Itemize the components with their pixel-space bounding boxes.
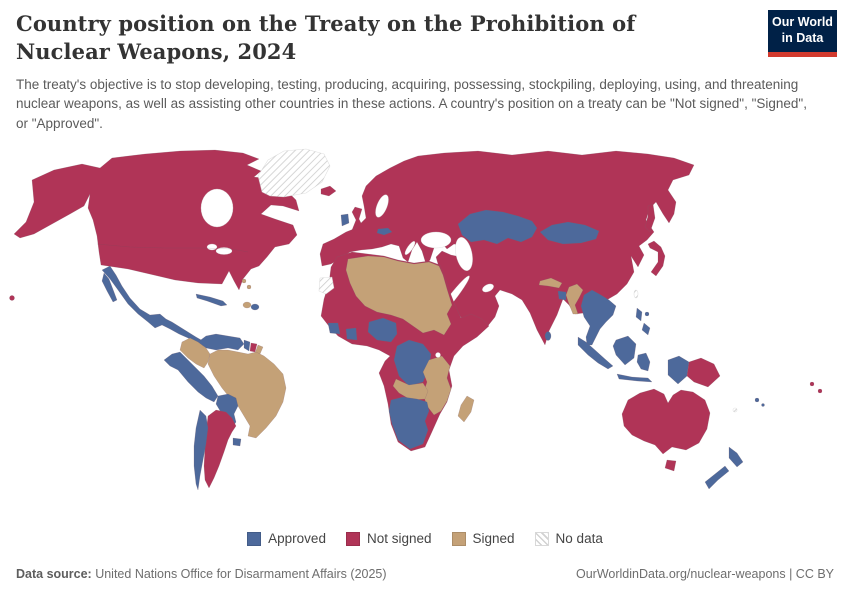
region-bahamas[interactable] xyxy=(241,278,247,284)
region-borneo[interactable] xyxy=(612,335,637,366)
sea-black-sea xyxy=(420,231,452,249)
map-legend: Approved Not signed Signed No data xyxy=(0,531,850,546)
region-philippines[interactable] xyxy=(635,307,643,322)
region-tasmania[interactable] xyxy=(664,459,677,472)
world-map xyxy=(0,148,850,530)
region-iceland[interactable] xyxy=(320,185,337,197)
region-dominican-republic[interactable] xyxy=(250,303,260,311)
region-bahamas-2[interactable] xyxy=(246,284,252,290)
sea-hudson-bay xyxy=(200,188,234,228)
region-sri-lanka[interactable] xyxy=(544,331,552,341)
region-tanzania-zambia-mozambique[interactable] xyxy=(422,355,452,416)
chart-subtitle: The treaty's objective is to stop develo… xyxy=(16,76,807,131)
legend-swatch xyxy=(451,531,466,546)
region-baja-california[interactable] xyxy=(101,272,118,303)
region-guinea[interactable] xyxy=(327,322,341,335)
lake-great-lakes-2 xyxy=(206,243,218,251)
legend-item-not-signed[interactable]: Not signed xyxy=(345,531,432,546)
chart-footer: Data source: United Nations Office for D… xyxy=(16,567,834,581)
legend-swatch xyxy=(345,531,360,546)
sea-persian-gulf xyxy=(482,283,494,293)
data-source: Data source: United Nations Office for D… xyxy=(16,567,387,581)
lake-great-lakes xyxy=(215,247,233,255)
region-fiji[interactable] xyxy=(754,397,760,403)
sea-adriatic xyxy=(404,241,416,255)
region-nigeria[interactable] xyxy=(367,317,398,343)
region-colombia[interactable] xyxy=(179,337,211,369)
legend-label: Approved xyxy=(268,531,326,546)
region-new-zealand-north[interactable] xyxy=(728,446,744,468)
region-southern-africa[interactable] xyxy=(388,396,430,450)
region-solomon-islands[interactable] xyxy=(809,381,815,387)
canonical-link[interactable]: OurWorldinData.org/nuclear-weapons | CC … xyxy=(576,567,834,581)
region-western-sahara[interactable] xyxy=(318,276,335,295)
data-source-text: United Nations Office for Disarmament Af… xyxy=(91,567,387,581)
legend-label: Not signed xyxy=(366,531,432,546)
sea-caspian xyxy=(455,237,473,271)
region-new-caledonia[interactable] xyxy=(732,407,738,413)
region-greenland[interactable] xyxy=(257,148,331,198)
region-haiti[interactable] xyxy=(242,301,252,309)
legend-label: No data xyxy=(555,531,603,546)
region-north-america[interactable] xyxy=(13,149,300,291)
region-java[interactable] xyxy=(616,373,653,383)
region-myanmar[interactable] xyxy=(565,283,584,315)
page-title: Country position on the Treaty on the Pr… xyxy=(16,11,636,65)
region-australia[interactable] xyxy=(621,388,711,455)
region-indochina[interactable] xyxy=(580,289,617,346)
region-papua-new-guinea[interactable] xyxy=(686,357,721,388)
data-source-label: Data source: xyxy=(16,567,92,581)
owid-logo-line1: Our World xyxy=(772,15,833,30)
region-kazakhstan[interactable] xyxy=(457,209,538,245)
region-ghana[interactable] xyxy=(345,327,358,341)
region-nepal[interactable] xyxy=(538,277,563,289)
legend-swatch xyxy=(534,531,549,546)
region-fiji-2[interactable] xyxy=(761,403,765,407)
chart-header: Country position on the Treaty on the Pr… xyxy=(16,10,836,133)
legend-item-no-data[interactable]: No data xyxy=(534,531,603,546)
region-philippines-3[interactable] xyxy=(644,311,650,317)
region-ireland[interactable] xyxy=(340,213,350,227)
owid-logo-line2: in Data xyxy=(781,31,824,45)
legend-item-signed[interactable]: Signed xyxy=(451,531,515,546)
region-west-papua[interactable] xyxy=(667,355,690,385)
legend-label: Signed xyxy=(472,531,515,546)
owid-logo[interactable]: Our World in Data xyxy=(768,10,837,57)
region-argentina[interactable] xyxy=(203,409,237,489)
border-us-canada xyxy=(96,243,249,253)
region-new-zealand-south[interactable] xyxy=(704,465,730,490)
region-japan[interactable] xyxy=(647,240,666,277)
region-mongolia[interactable] xyxy=(539,221,600,245)
region-austria[interactable] xyxy=(376,227,393,236)
legend-item-approved[interactable]: Approved xyxy=(247,531,326,546)
region-sumatra[interactable] xyxy=(577,336,614,370)
region-suriname[interactable] xyxy=(249,342,258,353)
region-sulawesi[interactable] xyxy=(636,352,651,372)
region-cuba[interactable] xyxy=(195,293,228,307)
region-hawaii[interactable] xyxy=(9,295,15,301)
region-vanuatu[interactable] xyxy=(817,388,823,394)
region-sakhalin[interactable] xyxy=(644,203,656,233)
legend-swatch xyxy=(247,531,262,546)
region-angola[interactable] xyxy=(392,378,429,401)
region-philippines-2[interactable] xyxy=(641,322,651,336)
region-uruguay[interactable] xyxy=(232,437,242,447)
sea-baltic xyxy=(375,194,389,218)
region-sahara-sahel[interactable] xyxy=(345,255,453,336)
lake-victoria xyxy=(435,352,441,358)
region-chile[interactable] xyxy=(193,409,209,491)
region-bangladesh[interactable] xyxy=(557,290,567,301)
region-madagascar[interactable] xyxy=(457,395,475,423)
region-taiwan[interactable] xyxy=(633,289,639,299)
region-guyana[interactable] xyxy=(243,339,251,352)
